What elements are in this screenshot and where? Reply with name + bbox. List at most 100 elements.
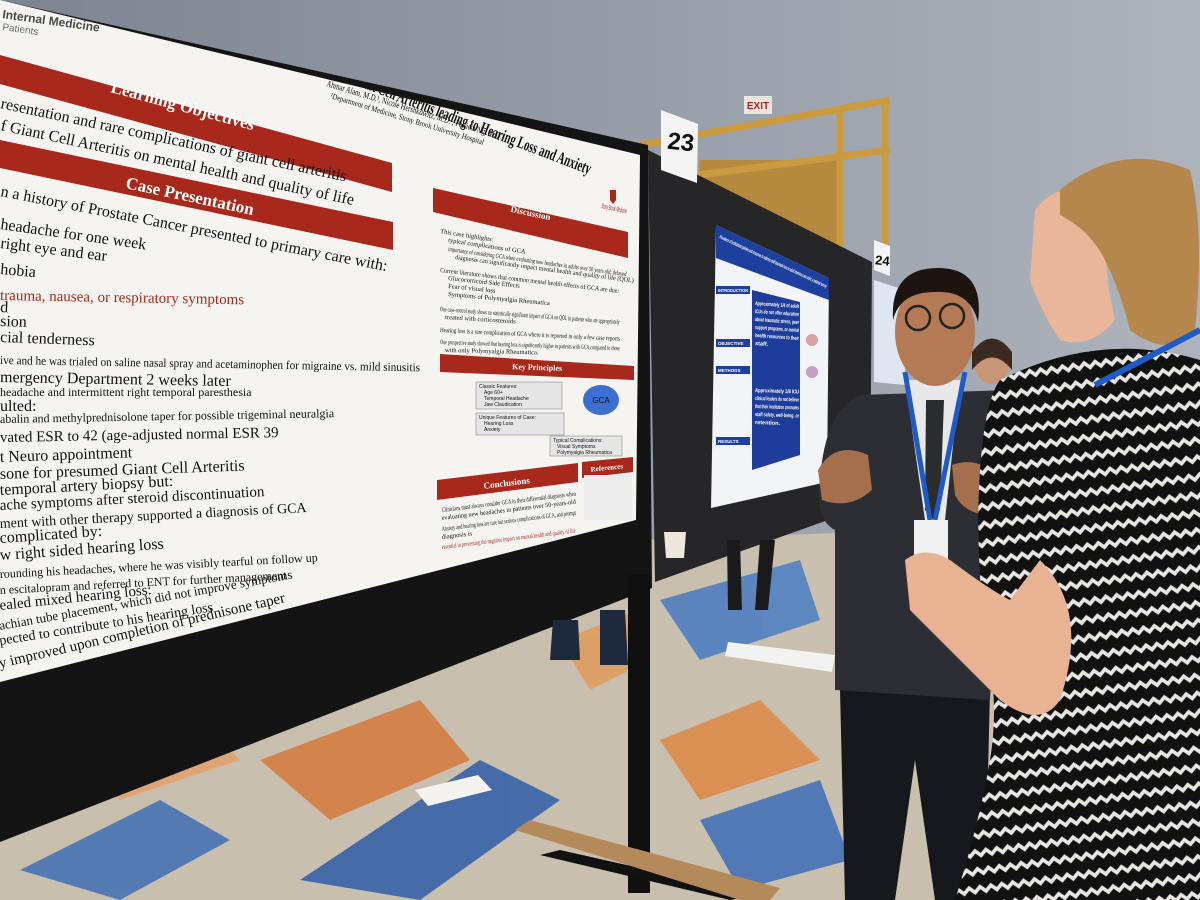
logo-subtext: Patients	[2, 22, 39, 38]
callout-line: ICUs do not offer education	[755, 309, 800, 318]
heading-band	[437, 463, 578, 500]
callout-line: support programs, or mental	[755, 325, 800, 334]
callout-line: health resources to their	[755, 333, 800, 342]
callout-line: Approximately 1/4 of adult	[755, 301, 799, 310]
cardboard-tube	[515, 820, 780, 900]
discussion-line: Fear of visual loss	[448, 283, 496, 295]
gca-circle	[583, 385, 619, 415]
poster-bands	[0, 55, 634, 520]
principle-text: Temporal Headache	[484, 396, 529, 402]
principle-text: Hearing Loss	[484, 421, 514, 427]
principle-box	[549, 435, 623, 457]
callout-line: retention.	[755, 420, 781, 427]
case-line: trauma, nausea, or respiratory symptoms	[0, 288, 244, 308]
section-heading: References	[590, 462, 623, 473]
door-trim	[639, 96, 891, 250]
exit-text: EXIT	[747, 101, 769, 112]
logo-shield	[610, 190, 616, 204]
heading-band	[440, 354, 634, 380]
callout-line: Approximately 1/8 ICU	[755, 388, 799, 396]
section-tag	[716, 286, 750, 294]
callout-line: clinical leaders do not believe	[755, 396, 799, 404]
callout-line: about traumatic stress, peer	[755, 317, 800, 326]
cup	[664, 532, 686, 558]
listener	[905, 158, 1200, 900]
second-center-panel	[752, 290, 800, 470]
discussion-line: treated with corticosteroids	[445, 314, 517, 325]
carpet-leaf	[300, 760, 560, 900]
references-box	[584, 475, 632, 520]
case-line: t Neuro appointment	[0, 444, 133, 466]
glasses	[938, 302, 966, 330]
attendee-hair	[972, 338, 1012, 370]
principle-center: GCA	[592, 396, 610, 405]
chart-dot	[806, 366, 818, 378]
board-pole	[628, 575, 650, 893]
paper	[415, 775, 492, 806]
case-line: abalin and methylprednisolone taper for …	[0, 406, 335, 426]
booth-number: 24	[874, 252, 891, 269]
poster-roll	[725, 642, 835, 672]
heading-band	[0, 140, 393, 250]
heading-band	[433, 188, 628, 258]
listener-hair	[1060, 158, 1199, 345]
poster-sheet	[0, 0, 640, 682]
section-tag-text: OBJECTIVE	[718, 341, 744, 346]
principle-text: Anxiety	[484, 427, 501, 433]
legs	[727, 540, 775, 610]
exit-sign	[744, 96, 772, 114]
trousers	[840, 690, 990, 900]
lanyard	[1093, 327, 1200, 388]
section-tag	[716, 437, 750, 445]
booth-number: 23	[666, 128, 695, 158]
section-tag	[716, 339, 750, 347]
heading-band	[582, 457, 633, 478]
callout-line: staff.	[755, 341, 769, 348]
case-line: cial tenderness	[0, 329, 95, 349]
carpet-leaf	[20, 800, 230, 900]
presenter-hair	[892, 268, 979, 322]
callout-line: that their institution promotes	[755, 404, 799, 412]
case-line: d	[0, 299, 9, 316]
booth-sign	[874, 240, 890, 276]
glasses	[904, 304, 932, 332]
case-line: sion	[0, 313, 27, 331]
carpet-leaf	[660, 700, 820, 800]
principle-text: Age 60+	[484, 390, 503, 396]
patterned-top	[955, 348, 1200, 900]
booth-sign	[661, 110, 698, 183]
case-line: ulted:	[0, 398, 36, 415]
principle-text: Unique Features of Case:	[479, 415, 536, 421]
section-heading: Key Principles	[512, 362, 562, 373]
case-line: hobia	[0, 261, 37, 281]
arm	[905, 552, 1072, 715]
case-line: mergency Department 2 weeks later	[0, 369, 232, 390]
heading-band	[0, 55, 392, 192]
section-tag-text: RESULTS	[718, 439, 739, 444]
chart-dot	[806, 334, 818, 346]
principle-text: Jaw Claudication	[484, 402, 522, 408]
principle-text: Typical Complications:	[553, 438, 603, 444]
case-line: headache and intermittent right temporal…	[0, 385, 252, 399]
carpet-leaf	[260, 700, 470, 820]
discussion-line: with only Polymyalgia Rheumatica.	[445, 347, 539, 356]
legs	[550, 610, 628, 665]
principle-box	[475, 381, 563, 410]
principle-box	[475, 412, 565, 436]
second-title-band	[716, 225, 829, 300]
case-line: vated ESR to 42 (age-adjusted normal ESR…	[0, 425, 279, 446]
callout-line: staff safety, well-being, or	[755, 412, 800, 420]
carpet-leaf	[700, 780, 850, 890]
lanyard	[902, 371, 968, 521]
section-tag-text: METHODS	[718, 368, 741, 373]
principle-text: Visual Symptoms	[557, 444, 596, 450]
section-tag	[716, 366, 750, 374]
principle-text: Polymyalgia Rheumatica	[557, 450, 612, 456]
principle-text: Classic Features:	[479, 384, 518, 390]
conclusion-line: diagnosis is	[441, 530, 473, 541]
hand	[818, 450, 872, 504]
section-tag-text: INTRODUCTION	[718, 288, 748, 293]
